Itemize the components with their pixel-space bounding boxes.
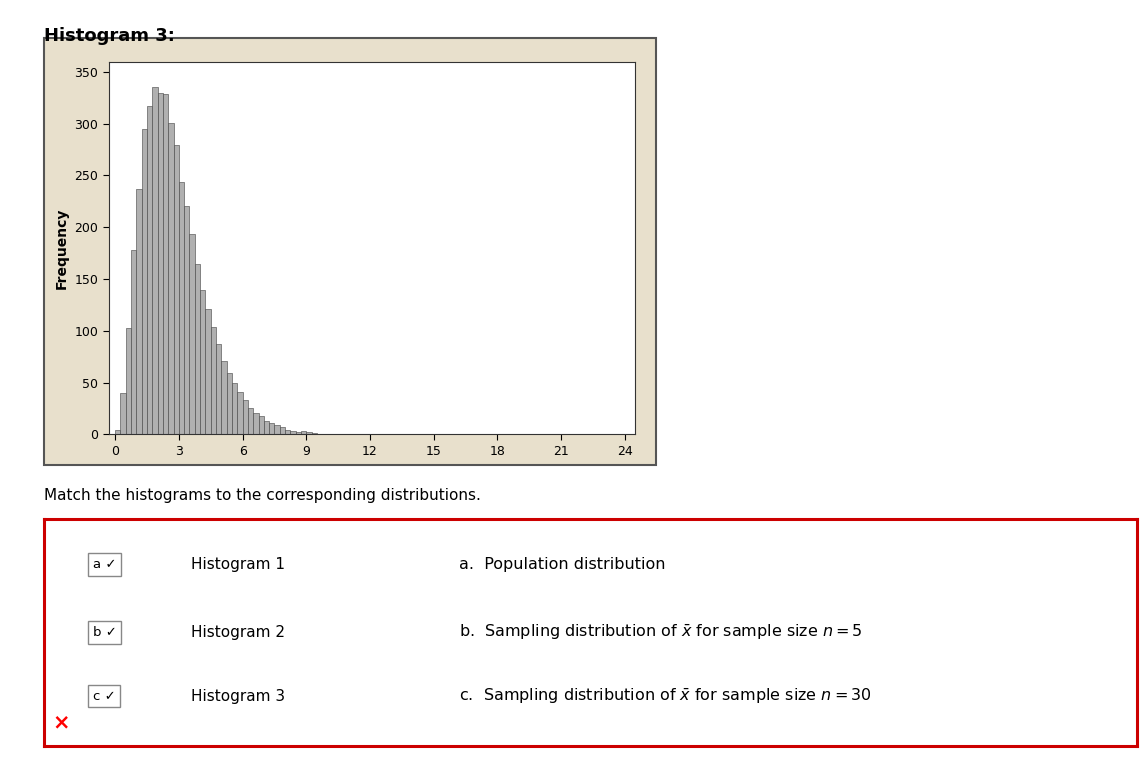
Bar (307, 432, 311, 434)
Bar (243, 400, 247, 434)
Bar (158, 93, 163, 434)
Bar (136, 189, 142, 434)
Bar (195, 264, 200, 434)
Text: a ✓: a ✓ (93, 558, 116, 571)
Text: b.  Sampling distribution of $\bar{x}$ for sample size $n = 5$: b. Sampling distribution of $\bar{x}$ fo… (459, 623, 862, 642)
Bar (189, 234, 195, 434)
Bar (211, 327, 216, 434)
Text: ×: × (53, 712, 70, 732)
Text: c ✓: c ✓ (93, 690, 116, 703)
Bar (275, 425, 279, 434)
Bar (221, 361, 227, 434)
Text: Match the histograms to the corresponding distributions.: Match the histograms to the correspondin… (44, 488, 481, 504)
Bar (142, 129, 147, 434)
Text: Histogram 3:: Histogram 3: (44, 27, 174, 45)
Bar (147, 106, 152, 434)
Bar (232, 383, 237, 434)
Bar (285, 430, 291, 434)
Bar (152, 88, 158, 434)
Y-axis label: Frequency: Frequency (55, 208, 69, 288)
Bar (163, 95, 168, 434)
Text: Histogram 3: Histogram 3 (191, 688, 285, 704)
Bar (116, 430, 120, 434)
Bar (126, 328, 131, 434)
Bar (295, 432, 301, 434)
Text: Histogram 2: Histogram 2 (191, 625, 285, 640)
Bar (279, 428, 285, 434)
Text: c.  Sampling distribution of $\bar{x}$ for sample size $n = 30$: c. Sampling distribution of $\bar{x}$ fo… (459, 687, 871, 706)
Bar (247, 408, 253, 434)
Bar (237, 391, 243, 434)
Bar (184, 206, 189, 434)
Bar (174, 145, 179, 434)
Bar (216, 345, 221, 434)
Bar (179, 181, 184, 434)
Bar (259, 416, 263, 434)
Bar (263, 421, 269, 434)
Bar (168, 122, 174, 434)
Bar (131, 250, 136, 434)
Bar (311, 433, 317, 434)
Bar (269, 423, 275, 434)
Text: Histogram 1: Histogram 1 (191, 557, 285, 572)
Bar (291, 431, 295, 434)
Bar (205, 309, 211, 434)
Bar (120, 393, 126, 434)
Bar (301, 431, 307, 434)
Bar (253, 413, 259, 434)
Text: a.  Population distribution: a. Population distribution (459, 557, 665, 572)
Bar (227, 373, 232, 434)
Text: b ✓: b ✓ (93, 626, 117, 639)
Bar (200, 290, 205, 434)
